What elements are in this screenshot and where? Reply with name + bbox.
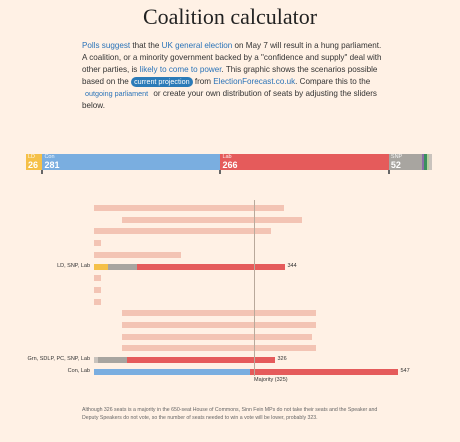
coalition-label: Con, Lab — [67, 367, 90, 374]
seat-segment-other2 — [424, 154, 427, 170]
seat-segment-label: LD — [28, 154, 36, 160]
seat-slider-handle[interactable] — [386, 170, 392, 180]
coalition-bar-faded — [94, 298, 101, 305]
coalition-bar-segment — [108, 263, 138, 270]
coalition-bar-segment — [94, 263, 109, 270]
coalition-bar-faded — [94, 228, 272, 235]
uk-election-link[interactable]: UK general election — [161, 41, 233, 50]
coalition-seat-count: 344 — [287, 262, 297, 269]
coalition-bar-faded — [94, 275, 101, 282]
coalition-bar-segment — [137, 263, 286, 270]
coalition-bar-faded — [94, 251, 181, 258]
seat-segment-label: SNP — [390, 154, 403, 160]
coalition-bar-faded — [122, 345, 316, 352]
election-forecast-link[interactable]: ElectionForecast.co.uk — [213, 77, 296, 86]
current-projection-button[interactable]: current projection — [131, 77, 193, 87]
coalition-bar-segment — [94, 368, 251, 375]
coalition-bar-segment — [98, 357, 128, 364]
coalition-seat-count: 547 — [400, 367, 410, 374]
intro-text-6: or create your own distribution of seats… — [82, 89, 377, 110]
slider-knob-icon — [219, 170, 222, 174]
coalition-bar-faded — [122, 216, 303, 223]
coalition-bar-faded — [122, 310, 316, 317]
seat-segment-count: 26 — [28, 160, 39, 170]
intro-text-1: that the — [130, 41, 162, 50]
seat-slider-handle[interactable] — [217, 170, 223, 180]
seat-segment-con: Con 281 — [42, 154, 221, 170]
coalition-label: Grn, SDLP, PC, SNP, Lab — [27, 356, 90, 363]
coalition-bar-segment — [250, 368, 399, 375]
slider-knob-icon — [41, 170, 44, 174]
seat-segment-label: Con — [44, 154, 55, 160]
seat-slider-handle[interactable] — [39, 170, 45, 180]
majority-label: Majority (325) — [254, 377, 288, 383]
coalition-bar-faded — [94, 286, 101, 293]
coalition-bar-faded — [94, 205, 285, 211]
seat-segment-other3 — [426, 154, 430, 170]
outgoing-parliament-button[interactable]: outgoing parliament — [85, 89, 149, 98]
coalition-bar-faded — [94, 240, 101, 247]
seat-segment-ld: LD 26 — [26, 154, 43, 170]
coalition-bar-segment — [94, 357, 99, 364]
seat-segment-count: 52 — [390, 160, 401, 170]
slider-knob-icon — [387, 170, 390, 174]
intro-text-2: on May 7 will result in a hung parliamen… — [82, 41, 382, 74]
seat-segment-snp: SNP 52 — [388, 154, 422, 170]
coalition-label: LD, SNP, Lab — [57, 262, 90, 269]
polls-suggest-link[interactable]: Polls suggest — [82, 41, 131, 50]
footnote: Although 326 seats is a majority in the … — [82, 407, 378, 421]
seat-segment-count: 266 — [222, 160, 238, 170]
seat-segment-other1 — [421, 154, 425, 170]
seat-segment-other4 — [429, 154, 432, 170]
seat-segment-count: 281 — [44, 160, 60, 170]
seat-distribution-bar[interactable]: LD 26 Con 281 Lab 266 SNP 52 — [26, 154, 432, 170]
intro-paragraph: Polls suggest that the UK general electi… — [82, 40, 382, 112]
intro-text-3: . This graphic shows the scenarios possi… — [82, 65, 378, 86]
likely-to-come-to-power-link[interactable]: likely to come to power — [139, 65, 222, 74]
intro-text-5: . Compare this to the — [295, 77, 371, 86]
majority-line — [254, 200, 255, 376]
coalition-bar-faded — [122, 333, 313, 340]
page-title: Coalition calculator — [142, 4, 318, 29]
coalition-bar-faded — [122, 322, 316, 328]
seat-segment-label: Lab — [222, 154, 232, 160]
seat-segment-lab: Lab 266 — [220, 154, 389, 170]
coalition-seat-count: 326 — [277, 356, 287, 363]
intro-text-4: from — [192, 77, 214, 86]
